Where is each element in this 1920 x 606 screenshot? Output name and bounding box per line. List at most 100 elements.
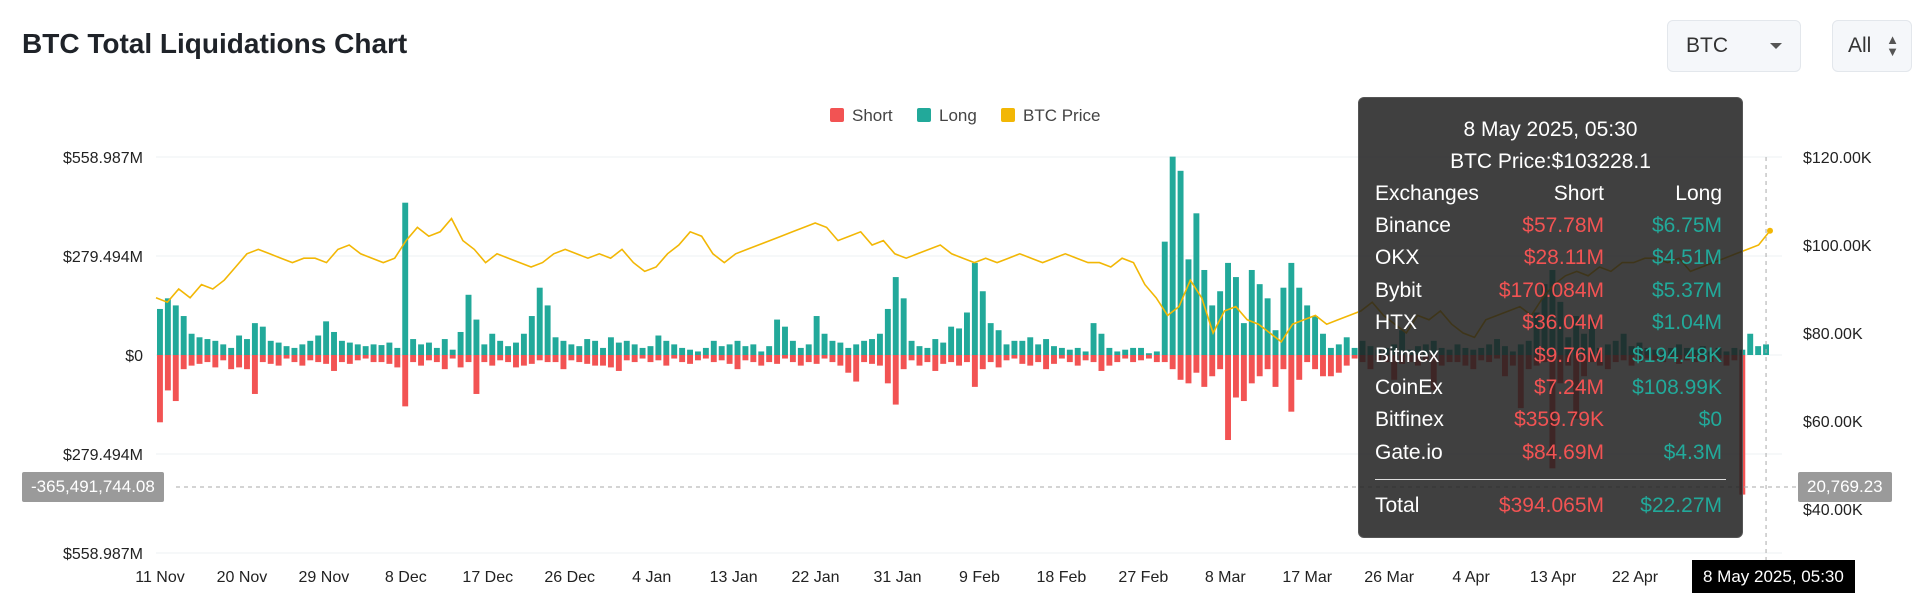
long-bar bbox=[782, 326, 788, 355]
long-bar bbox=[1114, 351, 1121, 355]
long-bar bbox=[378, 345, 385, 355]
short-bar bbox=[639, 355, 646, 359]
short-bar bbox=[410, 355, 417, 363]
long-bar bbox=[1098, 333, 1105, 355]
short-bar bbox=[576, 355, 583, 363]
long-bar bbox=[1130, 347, 1137, 355]
long-bar bbox=[560, 340, 567, 355]
x-axis-tick-label: 8 Dec bbox=[385, 569, 427, 586]
long-bar bbox=[418, 344, 424, 355]
legend-swatch bbox=[830, 108, 844, 122]
long-bar bbox=[876, 333, 883, 355]
short-bar bbox=[845, 355, 852, 373]
tooltip-exchange-row-col-1: Gate.io bbox=[1375, 440, 1443, 464]
tooltip-exchange-row-col-1: CoinEx bbox=[1375, 376, 1443, 399]
short-bar bbox=[623, 355, 630, 361]
short-bar bbox=[1233, 355, 1239, 398]
short-bar bbox=[726, 355, 733, 364]
long-bar bbox=[797, 347, 804, 355]
asset-select[interactable]: BTC bbox=[1667, 20, 1801, 72]
short-bar bbox=[671, 355, 678, 359]
tooltip-header-row-col-2: Short bbox=[1553, 182, 1604, 205]
short-bar bbox=[1019, 355, 1026, 364]
long-bar bbox=[908, 340, 915, 355]
long-bar bbox=[433, 347, 440, 355]
long-bar bbox=[576, 346, 583, 355]
long-bar bbox=[1256, 284, 1263, 355]
crosshair-time-label: 8 May 2025, 05:30 bbox=[1692, 560, 1855, 593]
short-bar bbox=[940, 355, 947, 364]
long-bar bbox=[924, 347, 931, 355]
chevron-down-icon bbox=[1770, 43, 1782, 49]
long-bar bbox=[726, 344, 733, 355]
x-axis-tick-label: 26 Mar bbox=[1364, 569, 1414, 586]
short-bar bbox=[1169, 355, 1176, 370]
long-bar bbox=[1327, 347, 1334, 355]
short-bar bbox=[1098, 355, 1105, 371]
long-bar bbox=[291, 347, 298, 355]
long-bar bbox=[307, 340, 314, 355]
x-axis-tick-label: 8 Mar bbox=[1205, 569, 1247, 586]
long-bar bbox=[647, 346, 654, 355]
updown-arrows-icon: ▲ ▼ bbox=[1886, 32, 1899, 59]
short-bar bbox=[789, 355, 796, 363]
long-bar bbox=[805, 344, 812, 355]
long-bar bbox=[1185, 259, 1192, 355]
long-bar bbox=[615, 342, 622, 355]
short-bar bbox=[220, 355, 227, 361]
long-bar bbox=[623, 340, 630, 355]
tooltip-exchange-row: Bybit $170.084M $5.37M bbox=[1375, 279, 1722, 305]
short-bar bbox=[916, 355, 923, 366]
long-bar bbox=[837, 342, 844, 355]
long-bar bbox=[671, 344, 678, 355]
long-bar bbox=[1074, 347, 1081, 355]
short-bar bbox=[876, 355, 883, 366]
short-bar bbox=[520, 355, 527, 366]
short-bar bbox=[196, 355, 203, 364]
long-bar bbox=[164, 298, 171, 355]
long-bar bbox=[457, 331, 464, 355]
long-bar bbox=[742, 346, 749, 355]
left-axis-tick-label: $558.987M bbox=[63, 546, 143, 563]
short-bar bbox=[1217, 355, 1224, 370]
long-bar bbox=[702, 347, 709, 355]
short-bar bbox=[829, 355, 836, 363]
short-bar bbox=[924, 355, 931, 363]
range-select[interactable]: All ▲ ▼ bbox=[1832, 20, 1912, 72]
long-bar bbox=[1058, 347, 1065, 355]
short-bar bbox=[323, 355, 330, 364]
long-bar bbox=[1304, 305, 1311, 355]
long-bar bbox=[449, 349, 456, 355]
short-bar bbox=[1248, 355, 1255, 384]
tooltip-exchange-row-col-2: $28.11M bbox=[1523, 246, 1604, 270]
tooltip-exchange-row-col-3: $5.37M bbox=[1651, 278, 1722, 302]
long-bar bbox=[813, 316, 820, 355]
tooltip-exchange-row-col-3: $6.75M bbox=[1651, 214, 1722, 237]
short-bar bbox=[259, 355, 266, 363]
short-bar bbox=[869, 355, 875, 364]
short-bar bbox=[283, 355, 290, 359]
short-bar bbox=[1240, 355, 1247, 402]
tooltip-exchange-row-col-3: $108.99K bbox=[1632, 376, 1722, 399]
x-axis-tick-label: 17 Mar bbox=[1282, 569, 1332, 586]
left-axis-tick-label: $558.987M bbox=[63, 150, 143, 167]
long-bar bbox=[1320, 333, 1326, 355]
short-bar bbox=[734, 355, 741, 370]
tooltip-total-row: Total $394.065M $22.27M bbox=[1375, 494, 1722, 520]
short-bar bbox=[433, 355, 440, 363]
crosshair-left-value: -365,491,744.08 bbox=[22, 472, 164, 502]
short-bar bbox=[710, 355, 717, 363]
short-bar bbox=[441, 355, 448, 370]
short-bar bbox=[552, 355, 559, 363]
short-bar bbox=[489, 355, 496, 366]
short-bar bbox=[228, 355, 235, 370]
short-bar bbox=[702, 355, 709, 359]
short-bar bbox=[212, 355, 219, 368]
long-bar bbox=[1264, 298, 1271, 355]
short-bar bbox=[1335, 355, 1342, 373]
long-bar bbox=[1019, 340, 1026, 355]
long-bar bbox=[259, 326, 266, 355]
short-bar bbox=[1351, 355, 1358, 359]
long-bar bbox=[481, 344, 488, 355]
short-bar bbox=[979, 355, 986, 370]
